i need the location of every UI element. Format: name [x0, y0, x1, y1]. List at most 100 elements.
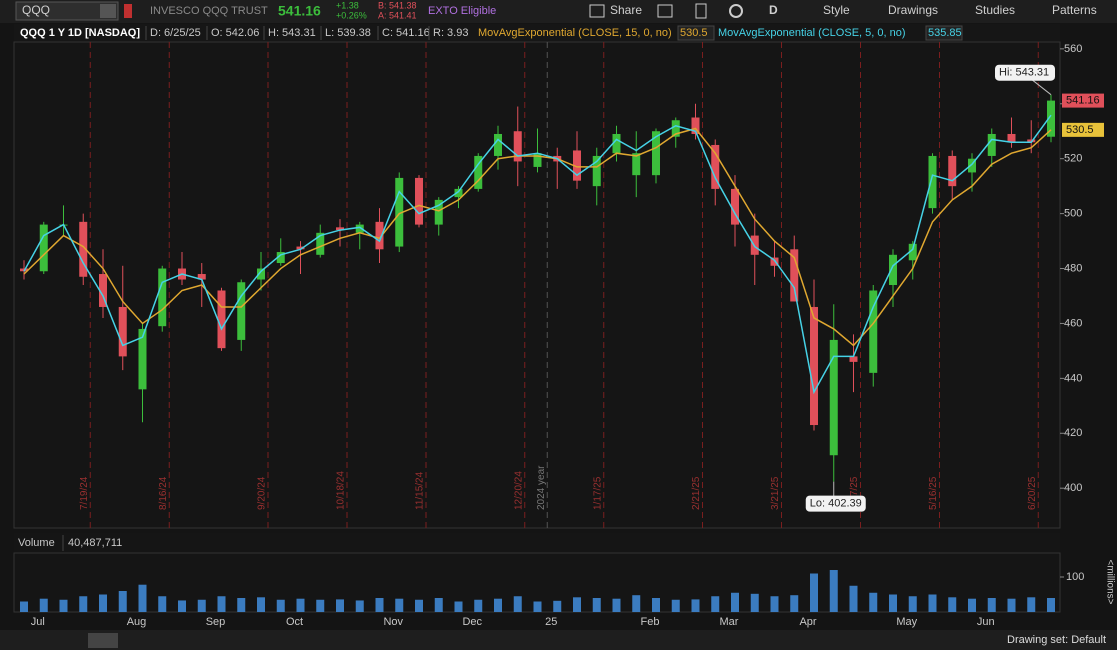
- legend-value: 535.85: [928, 27, 962, 39]
- expiry-label: 2/21/25: [691, 476, 702, 510]
- candle-body: [79, 221, 88, 277]
- candle-body: [987, 133, 996, 156]
- settings-icon[interactable]: [729, 4, 743, 18]
- volume-bar: [849, 585, 858, 612]
- price-label-box: [1062, 122, 1104, 137]
- legend-value: 530.5: [680, 27, 708, 39]
- candle-body: [573, 150, 581, 181]
- candle-body: [948, 155, 957, 187]
- volume-bar: [454, 601, 463, 612]
- ohlc-field: L: 539.38: [325, 27, 371, 39]
- symbol[interactable]: QQQ: [22, 3, 50, 17]
- x-tick-label: Nov: [383, 616, 403, 628]
- toolbar-button[interactable]: Style: [823, 3, 850, 17]
- volume-bar: [59, 599, 68, 612]
- candle-body: [39, 224, 48, 272]
- x-tick-label: Mar: [720, 616, 739, 628]
- candle-body: [237, 282, 246, 340]
- ohlc-field: D: 6/25/25: [150, 27, 201, 39]
- volume-bar: [987, 598, 996, 612]
- annotation-label: Lo: 402.39: [810, 498, 862, 510]
- candle-body: [810, 306, 818, 426]
- y-tick-label: 100: [1066, 571, 1084, 583]
- candle-body: [849, 356, 858, 362]
- x-tick-label: Jul: [31, 616, 45, 628]
- icon[interactable]: [657, 4, 673, 18]
- x-tick-label: Dec: [462, 616, 482, 628]
- ohlc-field: O: 542.06: [211, 27, 259, 39]
- price-label-box: [1062, 93, 1104, 108]
- price-label: 541.16: [1066, 95, 1100, 107]
- volume-bar: [217, 596, 226, 612]
- candle-body: [197, 274, 206, 280]
- candle-body: [513, 131, 522, 162]
- candle-body: [790, 249, 799, 302]
- expiry-label: 4/17/25: [849, 476, 860, 510]
- volume-bar: [553, 600, 562, 612]
- annotation-bubble: [995, 64, 1055, 81]
- candle-body: [474, 155, 483, 189]
- ask: A: 541.41: [378, 10, 417, 20]
- volume-bar: [928, 594, 937, 612]
- price-panel: [13, 41, 1061, 529]
- candle-body: [652, 131, 660, 176]
- volume-bar: [257, 597, 265, 612]
- symbol-box[interactable]: [15, 1, 119, 21]
- symbol-dropdown[interactable]: [100, 4, 116, 18]
- drawing-set: Drawing set: Default: [1007, 634, 1106, 646]
- legend-name: MovAvgExponential (CLOSE, 5, 0, no): [718, 27, 906, 39]
- candle-body: [671, 120, 680, 137]
- scroll-thumb[interactable]: [88, 633, 118, 648]
- legend-value-box: [677, 25, 715, 41]
- candle-body: [968, 158, 976, 173]
- volume-bar: [908, 596, 917, 612]
- x-tick-label: Oct: [286, 616, 303, 628]
- candle-body: [869, 290, 878, 373]
- x-tick-label: 25: [545, 616, 557, 628]
- volume-bar: [20, 601, 28, 612]
- candle-body: [928, 155, 937, 209]
- expiry-label: 5/16/25: [928, 476, 939, 510]
- toolbar-button[interactable]: Patterns: [1052, 3, 1097, 17]
- volume-bar: [158, 596, 167, 612]
- candle-body: [415, 177, 423, 225]
- expiry-label: 12/20/24: [513, 471, 524, 510]
- volume-bar: [355, 600, 364, 612]
- candle-body: [1027, 139, 1036, 143]
- toolbar-button[interactable]: Studies: [975, 3, 1015, 17]
- volume-bar: [316, 599, 325, 612]
- icon[interactable]: [695, 3, 707, 19]
- bid: B: 541.38: [378, 0, 417, 10]
- candle-body: [375, 221, 384, 250]
- volume-bar: [513, 596, 522, 612]
- x-tick-label: May: [896, 616, 917, 628]
- badge[interactable]: EXTO Eligible: [428, 5, 496, 17]
- toolbar-button[interactable]: Share: [610, 3, 642, 17]
- expiry-label: 7/19/24: [79, 476, 90, 510]
- volume-bar: [336, 599, 344, 612]
- volume-bar: [395, 598, 404, 612]
- toolbar-button[interactable]: Drawings: [888, 3, 938, 17]
- expiry-label: 8/16/24: [158, 476, 169, 510]
- y-tick-label: 400: [1064, 482, 1082, 494]
- volume-header: [14, 533, 1060, 553]
- y-tick-label: 460: [1064, 317, 1082, 329]
- y-tick-label: 420: [1064, 427, 1082, 439]
- alert-icon[interactable]: [124, 4, 132, 18]
- share-icon: [589, 4, 605, 18]
- volume-bar: [632, 595, 641, 612]
- candle-body: [257, 268, 265, 280]
- candle-body: [889, 254, 897, 285]
- volume-bar: [810, 573, 818, 612]
- toolbar-button[interactable]: D: [769, 3, 778, 17]
- chart-title: QQQ 1 Y 1D [NASDAQ]: [20, 27, 140, 39]
- candle-body: [632, 153, 641, 176]
- annotation-label: Hi: 543.31: [999, 67, 1049, 79]
- volume-bar: [592, 598, 601, 612]
- volume-bar: [573, 597, 581, 612]
- candle-body: [296, 246, 305, 250]
- volume-bar: [1047, 598, 1055, 612]
- candle-body: [276, 252, 285, 264]
- volume-value: 40,487,711: [68, 537, 122, 549]
